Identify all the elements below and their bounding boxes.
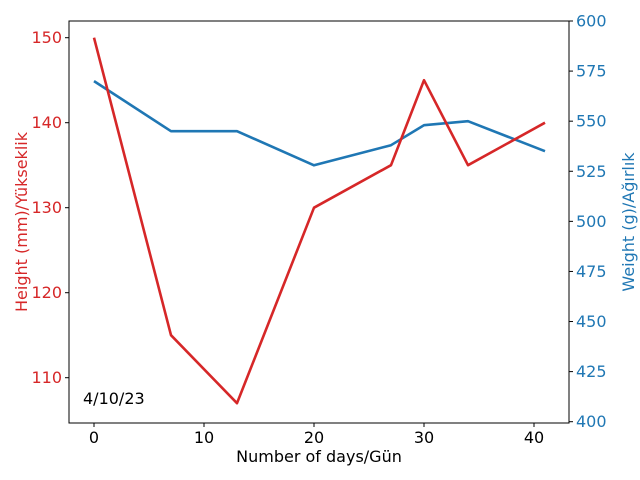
left-y-axis-label: Height (mm)/Yükseklik	[12, 131, 31, 312]
right-y-tick-label: 425	[576, 362, 607, 381]
x-axis-label: Number of days/Gün	[236, 447, 402, 466]
x-tick-label: 20	[304, 428, 324, 447]
left-y-axis: 110 120 130 140 150	[31, 28, 69, 387]
x-tick-label: 0	[89, 428, 99, 447]
right-y-axis-label: Weight (g)/Ağırlık	[619, 152, 638, 292]
right-y-tick-label: 400	[576, 412, 607, 431]
right-y-tick-label: 600	[576, 12, 607, 31]
right-y-tick-label: 475	[576, 262, 607, 281]
right-y-tick-label: 450	[576, 312, 607, 331]
right-y-tick-label: 525	[576, 162, 607, 181]
left-y-tick-label: 120	[31, 283, 62, 302]
left-y-tick-label: 110	[31, 368, 62, 387]
left-y-tick-label: 140	[31, 113, 62, 132]
right-y-tick-label: 575	[576, 62, 607, 81]
weight-series-line	[93, 80, 546, 167]
x-tick-label: 30	[414, 428, 434, 447]
x-axis: 0 10 20 30 40	[89, 423, 544, 447]
plot-area-border	[68, 20, 570, 424]
right-y-tick-label: 550	[576, 112, 607, 131]
right-y-tick-label: 500	[576, 212, 607, 231]
left-y-tick-label: 130	[31, 198, 62, 217]
x-tick-label: 40	[524, 428, 544, 447]
annotation-date: 4/10/23	[83, 389, 145, 408]
x-tick-label: 10	[194, 428, 214, 447]
left-y-tick-label: 150	[31, 28, 62, 47]
right-y-axis: 400 425 450 475 500 525 550 575 600	[569, 12, 607, 431]
height-series-line	[92, 37, 546, 405]
